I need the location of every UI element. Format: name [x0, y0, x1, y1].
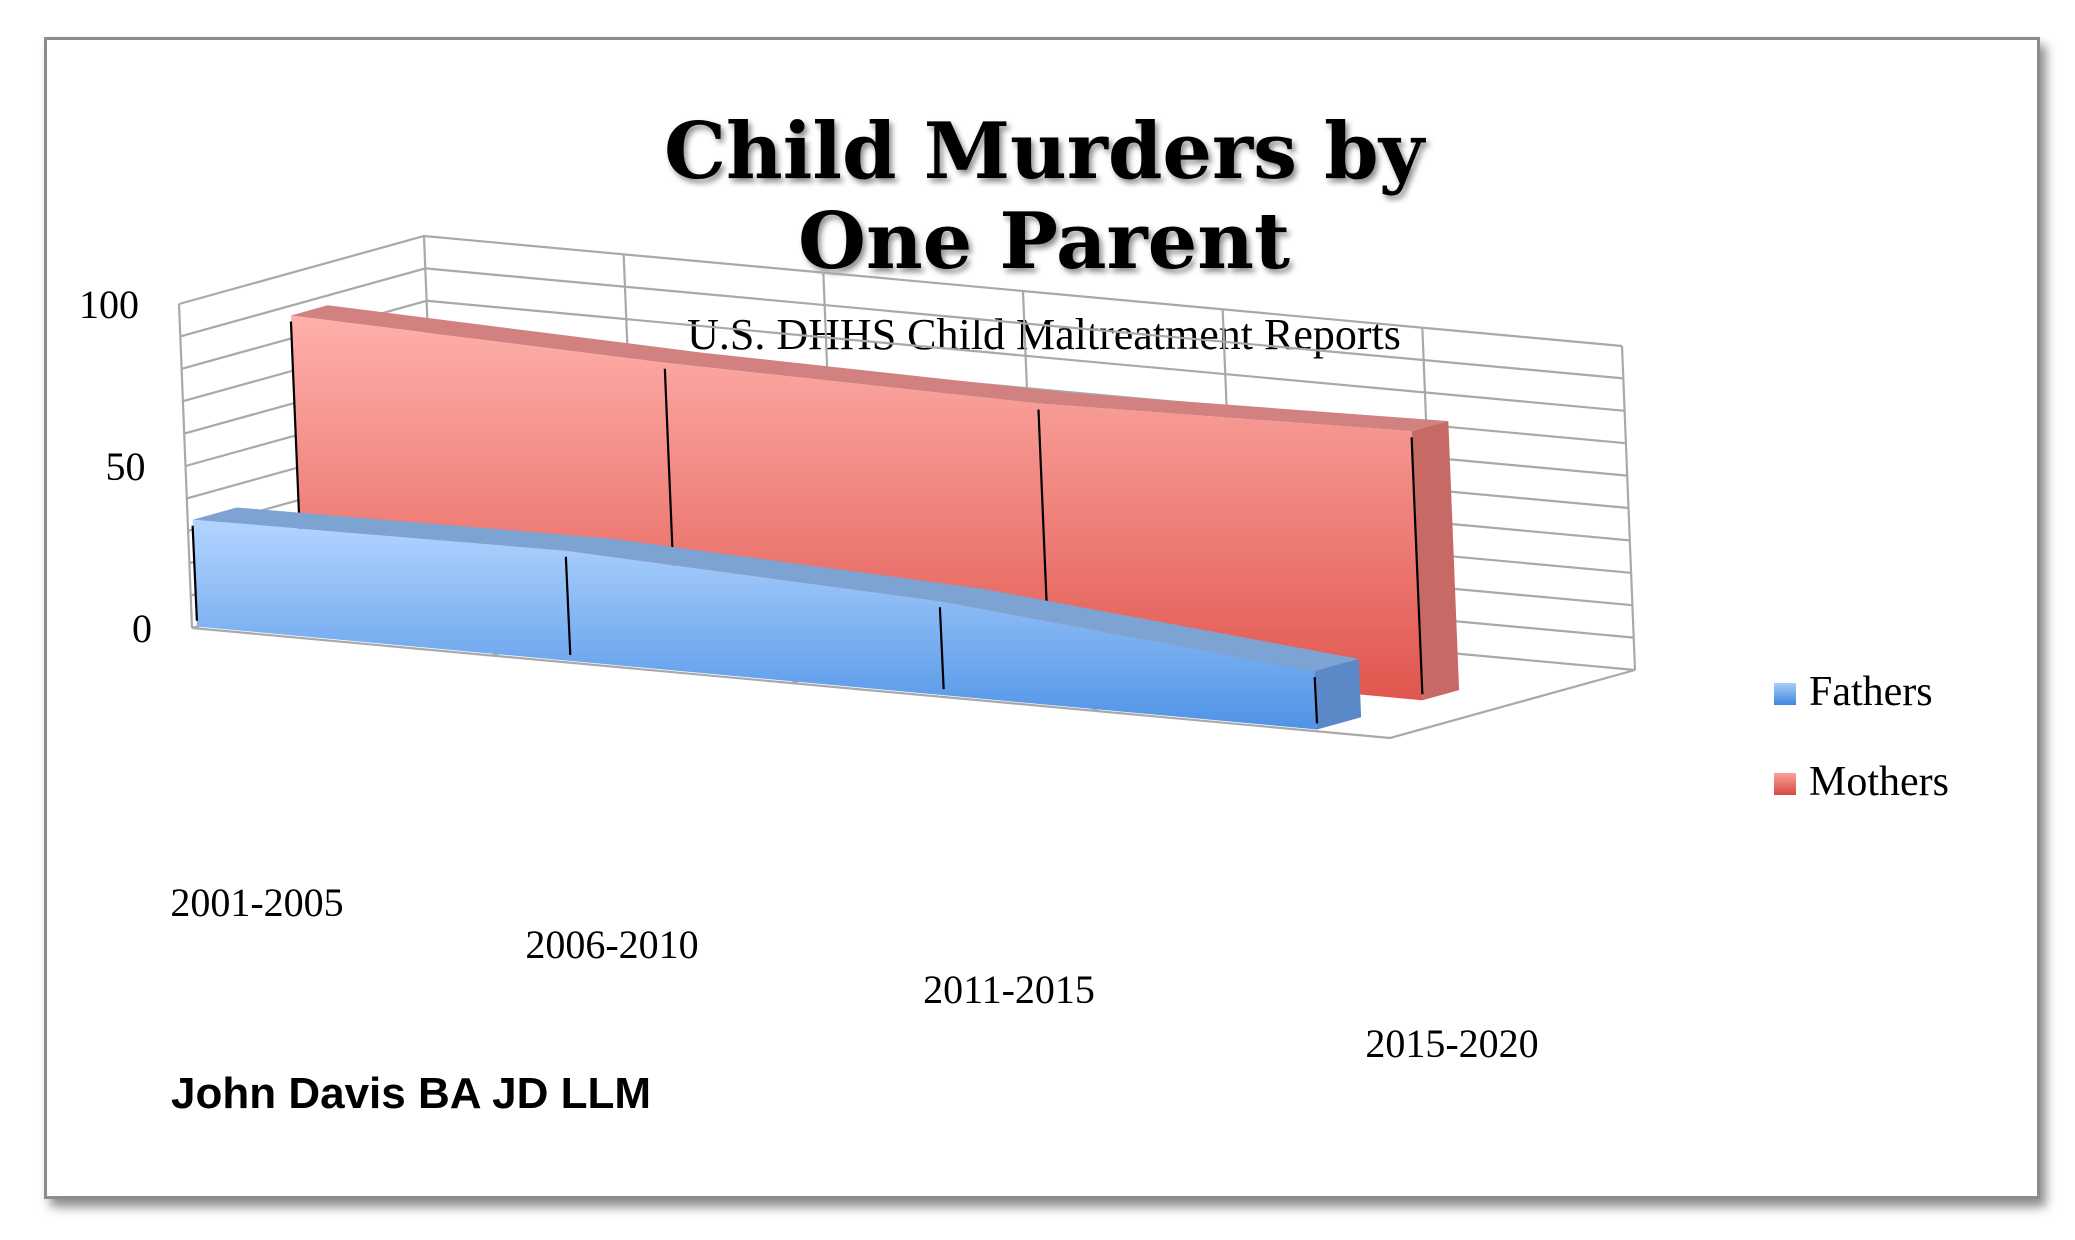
legend-item-mothers: Mothers: [1774, 759, 1949, 805]
series-fathers: [191, 507, 1362, 730]
axis-labels: 0 50 100 2001-2005 2006-2010 2011-2015 2015-20…: [79, 282, 1539, 1066]
chart-title: Child Murders by One Parent: [664, 106, 1427, 287]
legend-swatch: [1774, 773, 1796, 795]
data-point-fathers: [1313, 677, 1319, 724]
chart-title-line-1: Child Murders by: [664, 106, 1427, 197]
series-top-surface: [192, 507, 1359, 672]
chart-title-line-2: One Parent: [798, 196, 1290, 287]
data-point-fathers: [938, 607, 945, 690]
data-point-fathers: [191, 525, 198, 621]
author-credit: John Davis BA JD LLM: [171, 1069, 651, 1118]
legend: Fathers Mothers: [1774, 669, 1949, 805]
legend-item-fathers: Fathers: [1774, 669, 1933, 715]
chart-subtitle: U.S. DHHS Child Maltreatment Reports: [687, 310, 1401, 359]
x-tick-label: 2001-2005: [170, 880, 343, 925]
series-end-face: [1411, 421, 1460, 701]
chart-frame: Child Murders by One Parent U.S. DHHS Ch…: [44, 37, 2040, 1199]
chart-canvas: Child Murders by One Parent U.S. DHHS Ch…: [79, 106, 1949, 1118]
y-tick-label: 0: [132, 606, 152, 651]
data-point-mothers: [1410, 437, 1424, 695]
legend-label: Mothers: [1809, 759, 1949, 805]
x-tick-label: 2011-2015: [923, 967, 1095, 1012]
legend-swatch: [1774, 683, 1796, 705]
x-tick-label: 2015-2020: [1365, 1021, 1538, 1066]
series-top-surface: [290, 305, 1449, 432]
legend-label: Fathers: [1809, 669, 1933, 715]
axis-left-front-edge: [177, 303, 194, 629]
data-point-fathers: [564, 556, 572, 655]
x-tick-label: 2006-2010: [525, 922, 698, 967]
series-front-face: [192, 519, 1318, 730]
y-tick-label: 100: [79, 282, 139, 327]
y-tick-label: 50: [106, 444, 146, 489]
axis-right-back-edge: [1620, 345, 1637, 671]
series-layer: [191, 305, 1460, 730]
series-end-face: [1314, 658, 1362, 730]
